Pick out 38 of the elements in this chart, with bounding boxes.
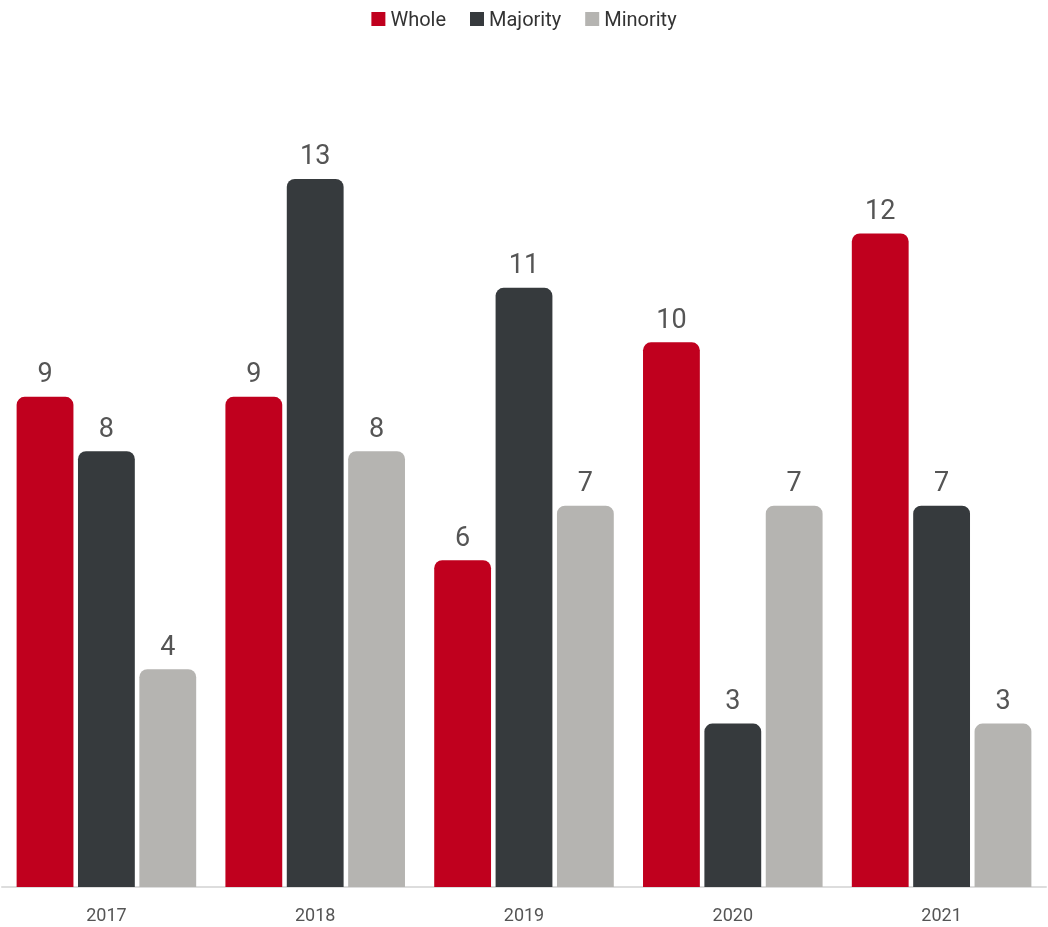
bar: [851, 233, 909, 887]
bar: [556, 505, 614, 887]
legend-label: Whole: [390, 7, 447, 31]
legend-label: Minority: [604, 7, 678, 31]
data-label: 11: [508, 248, 540, 281]
x-tick-label: 2021: [921, 903, 962, 925]
bar: [16, 396, 74, 887]
data-label: 7: [786, 466, 802, 499]
x-tick-label: 2019: [503, 903, 545, 925]
data-label: 9: [246, 357, 262, 390]
data-label: 7: [934, 466, 950, 499]
x-tick-label: 2017: [86, 903, 127, 925]
x-tick-label: 2020: [712, 903, 754, 925]
data-label: 9: [37, 357, 53, 390]
data-label: 13: [300, 139, 331, 172]
bar: [974, 723, 1032, 887]
bar: [286, 178, 344, 887]
data-label: 3: [995, 684, 1011, 717]
bar: [348, 451, 405, 887]
bar: [434, 560, 492, 887]
data-label: 6: [455, 520, 471, 553]
data-label: 12: [865, 193, 896, 226]
data-label: 4: [160, 629, 176, 662]
bar: [139, 669, 197, 887]
bar: [643, 342, 700, 887]
data-label: 10: [656, 302, 687, 335]
bar: [704, 723, 762, 887]
bar: [225, 396, 283, 887]
legend-label: Majority: [489, 7, 562, 31]
data-label: 8: [98, 411, 114, 444]
data-label: 7: [577, 466, 593, 499]
x-tick-label: 2018: [294, 903, 336, 925]
bar: [913, 505, 971, 887]
bar: [495, 287, 553, 887]
data-label: 8: [368, 411, 385, 444]
bar: [765, 505, 823, 887]
data-label: 3: [725, 684, 741, 717]
bar: [77, 451, 135, 887]
